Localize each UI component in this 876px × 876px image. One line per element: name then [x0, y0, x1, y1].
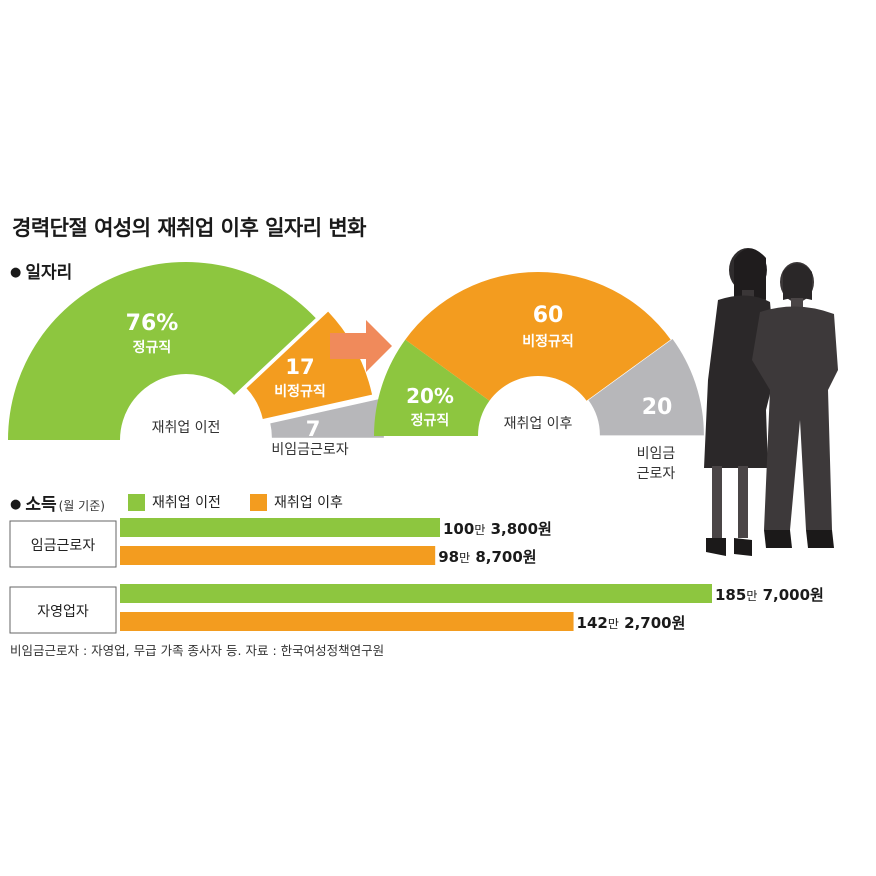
category-box	[9, 520, 117, 568]
income-section-sublabel: (월 기준)	[58, 499, 105, 513]
slice-value-nonwage: 20	[642, 395, 673, 420]
slice-label-nonregular: 비정규직	[274, 383, 326, 400]
arrow-icon	[330, 320, 392, 372]
slice-label-nonwage: 비임금근로자	[271, 442, 348, 458]
slice-value-regular: 76%	[126, 311, 179, 336]
bar-before	[120, 584, 712, 603]
bar-after	[120, 546, 436, 565]
slice-value-nonregular: 60	[533, 303, 564, 328]
bar-after	[120, 612, 574, 631]
donut-slice-regular	[374, 339, 490, 436]
slice-value-regular: 20%	[406, 384, 454, 408]
footnote: 비임금근로자 : 자영업, 무급 가족 종사자 등. 자료 : 한국여성정책연구…	[10, 643, 385, 658]
jobs-section-label: 일자리	[25, 263, 73, 283]
legend-swatch-before	[128, 493, 145, 511]
women-illustration-icon	[704, 248, 838, 556]
donut-slice-nonwage	[588, 338, 704, 436]
legend-item-before: 재취업 이전	[128, 492, 221, 512]
legend-label-after: 재취업 이후	[274, 495, 343, 511]
bullet-icon: ●	[10, 497, 22, 512]
bar-value-label: 185만 7,000원	[715, 586, 824, 604]
category-box	[9, 586, 117, 634]
pie-chart-after: 20% 정규직 60 비정규직 20 비임금근로자 재취업 이후	[374, 272, 704, 482]
slice-label-nonwage: 비임금	[637, 446, 676, 462]
bar-value-label: 98만 8,700원	[438, 548, 536, 566]
legend-item-after: 재취업 이후	[250, 492, 343, 512]
jobs-section-title: ● 일자리	[10, 258, 72, 283]
legend-swatch-after	[250, 493, 267, 511]
donut-slice-nonregular	[405, 272, 671, 401]
income-section-label: 소득	[25, 495, 57, 515]
donut-center-label: 재취업 이후	[504, 416, 573, 432]
bar-before	[120, 518, 441, 537]
slice-label-nonregular: 비정규직	[522, 333, 574, 350]
donut-slice-nonwage	[270, 398, 384, 438]
slice-value-nonwage: 7	[306, 417, 321, 441]
slice-value-nonregular: 17	[285, 355, 314, 379]
bar-value-label: 100만 3,800원	[443, 520, 552, 538]
income-section-title: ● 소득 (월 기준)	[10, 490, 105, 515]
donut-center-label: 재취업 이전	[152, 420, 221, 436]
category-label: 임금근로자	[31, 538, 96, 554]
donut-slice-regular	[8, 261, 316, 440]
bullet-icon: ●	[10, 265, 22, 280]
slice-label-regular: 정규직	[411, 412, 450, 429]
legend-label-before: 재취업 이전	[152, 495, 221, 511]
category-label: 자영업자	[37, 604, 89, 620]
slice-label-nonwage: 근로자	[637, 466, 676, 482]
page-title: 경력단절 여성의 재취업 이후 일자리 변화	[12, 216, 367, 240]
bar-value-label: 142만 2,700원	[577, 614, 686, 632]
slice-label-regular: 정규직	[133, 339, 172, 356]
